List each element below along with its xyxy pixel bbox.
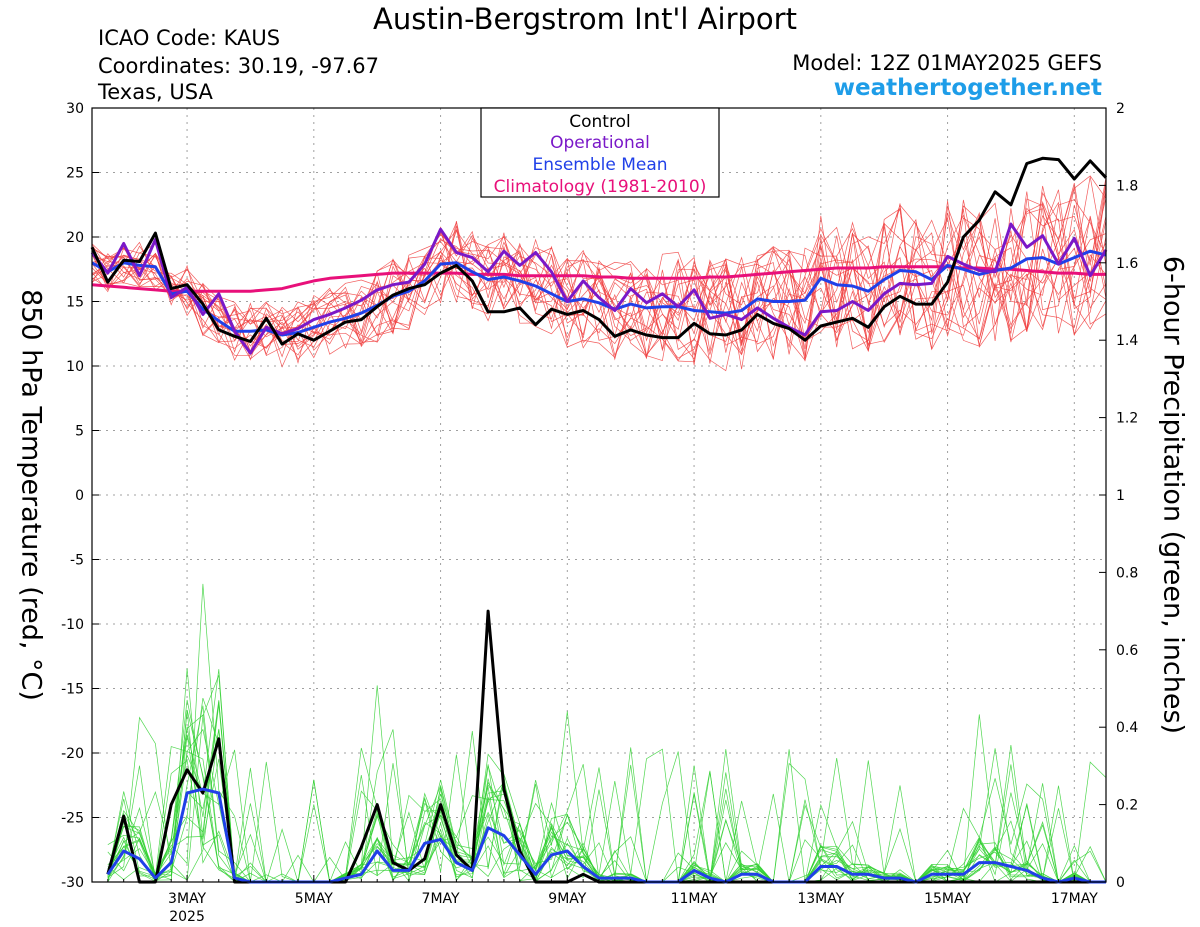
legend-ensemble-mean: Ensemble Mean [532, 155, 667, 175]
right-axis-title: 6-hour Precipitation (green, inches) [1158, 256, 1189, 734]
x-tick-label: 15MAY [924, 891, 971, 907]
x-tick-label: 5MAY [295, 891, 333, 907]
right-tick-label: 1.8 [1116, 178, 1138, 194]
temp-member-line [91, 183, 1107, 360]
left-tick-label: -15 [61, 682, 84, 698]
icao-code: ICAO Code: KAUS [98, 26, 281, 50]
left-tick-label: 10 [66, 359, 84, 375]
legend-box [480, 107, 720, 198]
temp-member-line [91, 175, 1107, 368]
series-lines [90, 156, 1108, 884]
temp-member-line [91, 186, 1107, 360]
precip-member-line [107, 697, 1106, 883]
region: Texas, USA [98, 80, 213, 104]
right-tick-label: 0.6 [1116, 643, 1138, 659]
grid-lines [92, 108, 1106, 882]
left-tick-label: 20 [66, 230, 84, 246]
temp-member-line [91, 177, 1107, 370]
temp-climatology-1981-2010-line [91, 265, 1106, 293]
right-tick-label: 2 [1116, 101, 1125, 117]
precip-member-line [107, 728, 1106, 883]
legend-climatology: Climatology (1981-2010) [494, 177, 707, 197]
chart-title: Austin-Bergstrom Int'l Airport [373, 2, 797, 36]
x-tick-label: 17MAY [1051, 891, 1098, 907]
right-tick-label: 1.2 [1116, 411, 1138, 427]
temp-member-line [91, 183, 1107, 348]
right-tick-label: 1 [1116, 488, 1125, 504]
precip-member-line [107, 734, 1106, 883]
precip-member-line [107, 668, 1106, 883]
temp-member-line [91, 213, 1107, 355]
right-tick-label: 0.2 [1116, 798, 1138, 814]
right-tick-label: 0.8 [1116, 565, 1138, 581]
x-tick-label: 11MAY [671, 891, 718, 907]
precip-member-line [107, 714, 1107, 883]
axes: 302520151050-5-10-15-20-25-3021.81.61.41… [61, 101, 1138, 925]
precip-member-line [107, 729, 1106, 883]
coordinates: Coordinates: 30.19, -97.67 [98, 54, 379, 78]
model-run: Model: 12Z 01MAY2025 GEFS [792, 51, 1102, 75]
site-name: weathertogether.net [833, 75, 1102, 101]
left-tick-label: 0 [75, 488, 84, 504]
temp-control-line [90, 156, 1108, 346]
x-tick-label: 7MAY [422, 891, 460, 907]
x-tick-label: 3MAY [168, 891, 206, 907]
left-tick-label: 5 [75, 424, 84, 440]
legend-control: Control [569, 112, 630, 132]
right-tick-label: 1.6 [1116, 256, 1138, 272]
right-tick-label: 0 [1116, 875, 1125, 891]
precip-member-line [107, 705, 1106, 883]
left-tick-label: -20 [61, 746, 84, 762]
legend: Control Operational Ensemble Mean Climat… [480, 107, 720, 198]
temp-member-line [91, 202, 1107, 350]
right-tick-label: 0.4 [1116, 720, 1138, 736]
left-tick-label: -10 [61, 617, 84, 633]
precip-member-line [107, 669, 1106, 883]
right-tick-label: 1.4 [1116, 333, 1138, 349]
left-tick-label: -30 [61, 875, 84, 891]
precip-member-line [107, 700, 1106, 883]
precip-member-line [107, 685, 1106, 884]
temp-operational-line [90, 222, 1108, 355]
ensemble-members [91, 175, 1107, 884]
left-tick-label: -25 [61, 811, 84, 827]
temp-member-line [91, 181, 1107, 359]
left-tick-label: 30 [66, 101, 84, 117]
precip-member-line [107, 675, 1107, 883]
precip-member-line [107, 583, 1106, 883]
left-axis-title: 850 hPa Temperature (red, °C) [16, 289, 47, 701]
x-tick-label: 13MAY [797, 891, 844, 907]
left-tick-label: -5 [70, 553, 84, 569]
x-tick-sublabel: 2025 [169, 909, 205, 925]
x-tick-label: 9MAY [548, 891, 586, 907]
legend-operational: Operational [550, 133, 650, 153]
left-tick-label: 15 [66, 295, 84, 311]
precip-member-line [107, 699, 1106, 883]
precip-control-line [106, 609, 1106, 884]
left-tick-label: 25 [66, 166, 84, 182]
